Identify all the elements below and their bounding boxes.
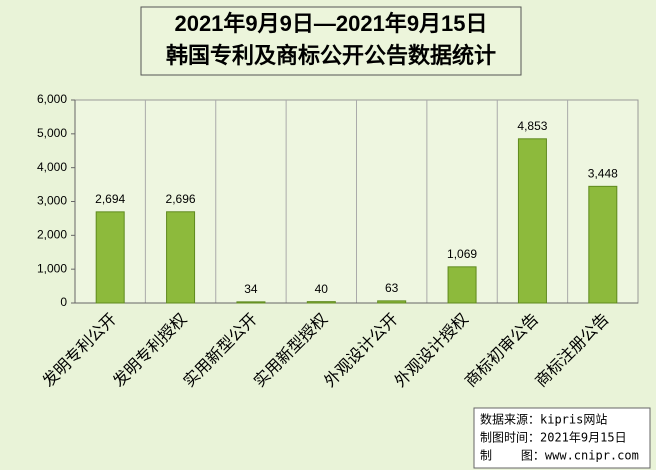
bar (95, 211, 125, 304)
bar (517, 138, 547, 304)
value-label: 2,696 (166, 192, 196, 206)
value-label: 40 (315, 282, 329, 296)
source-box (473, 407, 651, 469)
source-note: 制图时间：2021年9月15日 (480, 431, 627, 445)
y-tick-label: 4,000 (37, 160, 67, 174)
value-label: 3,448 (588, 167, 618, 181)
y-tick-label: 5,000 (37, 126, 67, 140)
value-label: 1,069 (447, 247, 477, 261)
bar (306, 301, 336, 304)
y-tick-label: 0 (60, 295, 67, 309)
bar (447, 266, 477, 304)
value-label: 4,853 (517, 119, 547, 133)
bar (377, 300, 407, 304)
chart-title: 韩国专利及商标公开公告数据统计 (166, 43, 496, 68)
y-tick-label: 6,000 (37, 92, 67, 106)
bar (166, 211, 196, 304)
y-tick-label: 2,000 (37, 228, 67, 242)
source-note: 数据来源：kipris网站 (480, 412, 607, 427)
y-tick-label: 1,000 (37, 261, 67, 275)
chart-title: 2021年9月9日—2021年9月15日 (174, 11, 487, 36)
bar (588, 185, 618, 304)
value-label: 63 (385, 281, 399, 295)
y-tick-label: 3,000 (37, 194, 67, 208)
bar (236, 301, 266, 304)
value-label: 34 (244, 282, 258, 296)
value-label: 2,694 (95, 192, 125, 206)
title-box (140, 6, 522, 76)
source-note: 制 图：www.cnipr.com (480, 449, 639, 463)
